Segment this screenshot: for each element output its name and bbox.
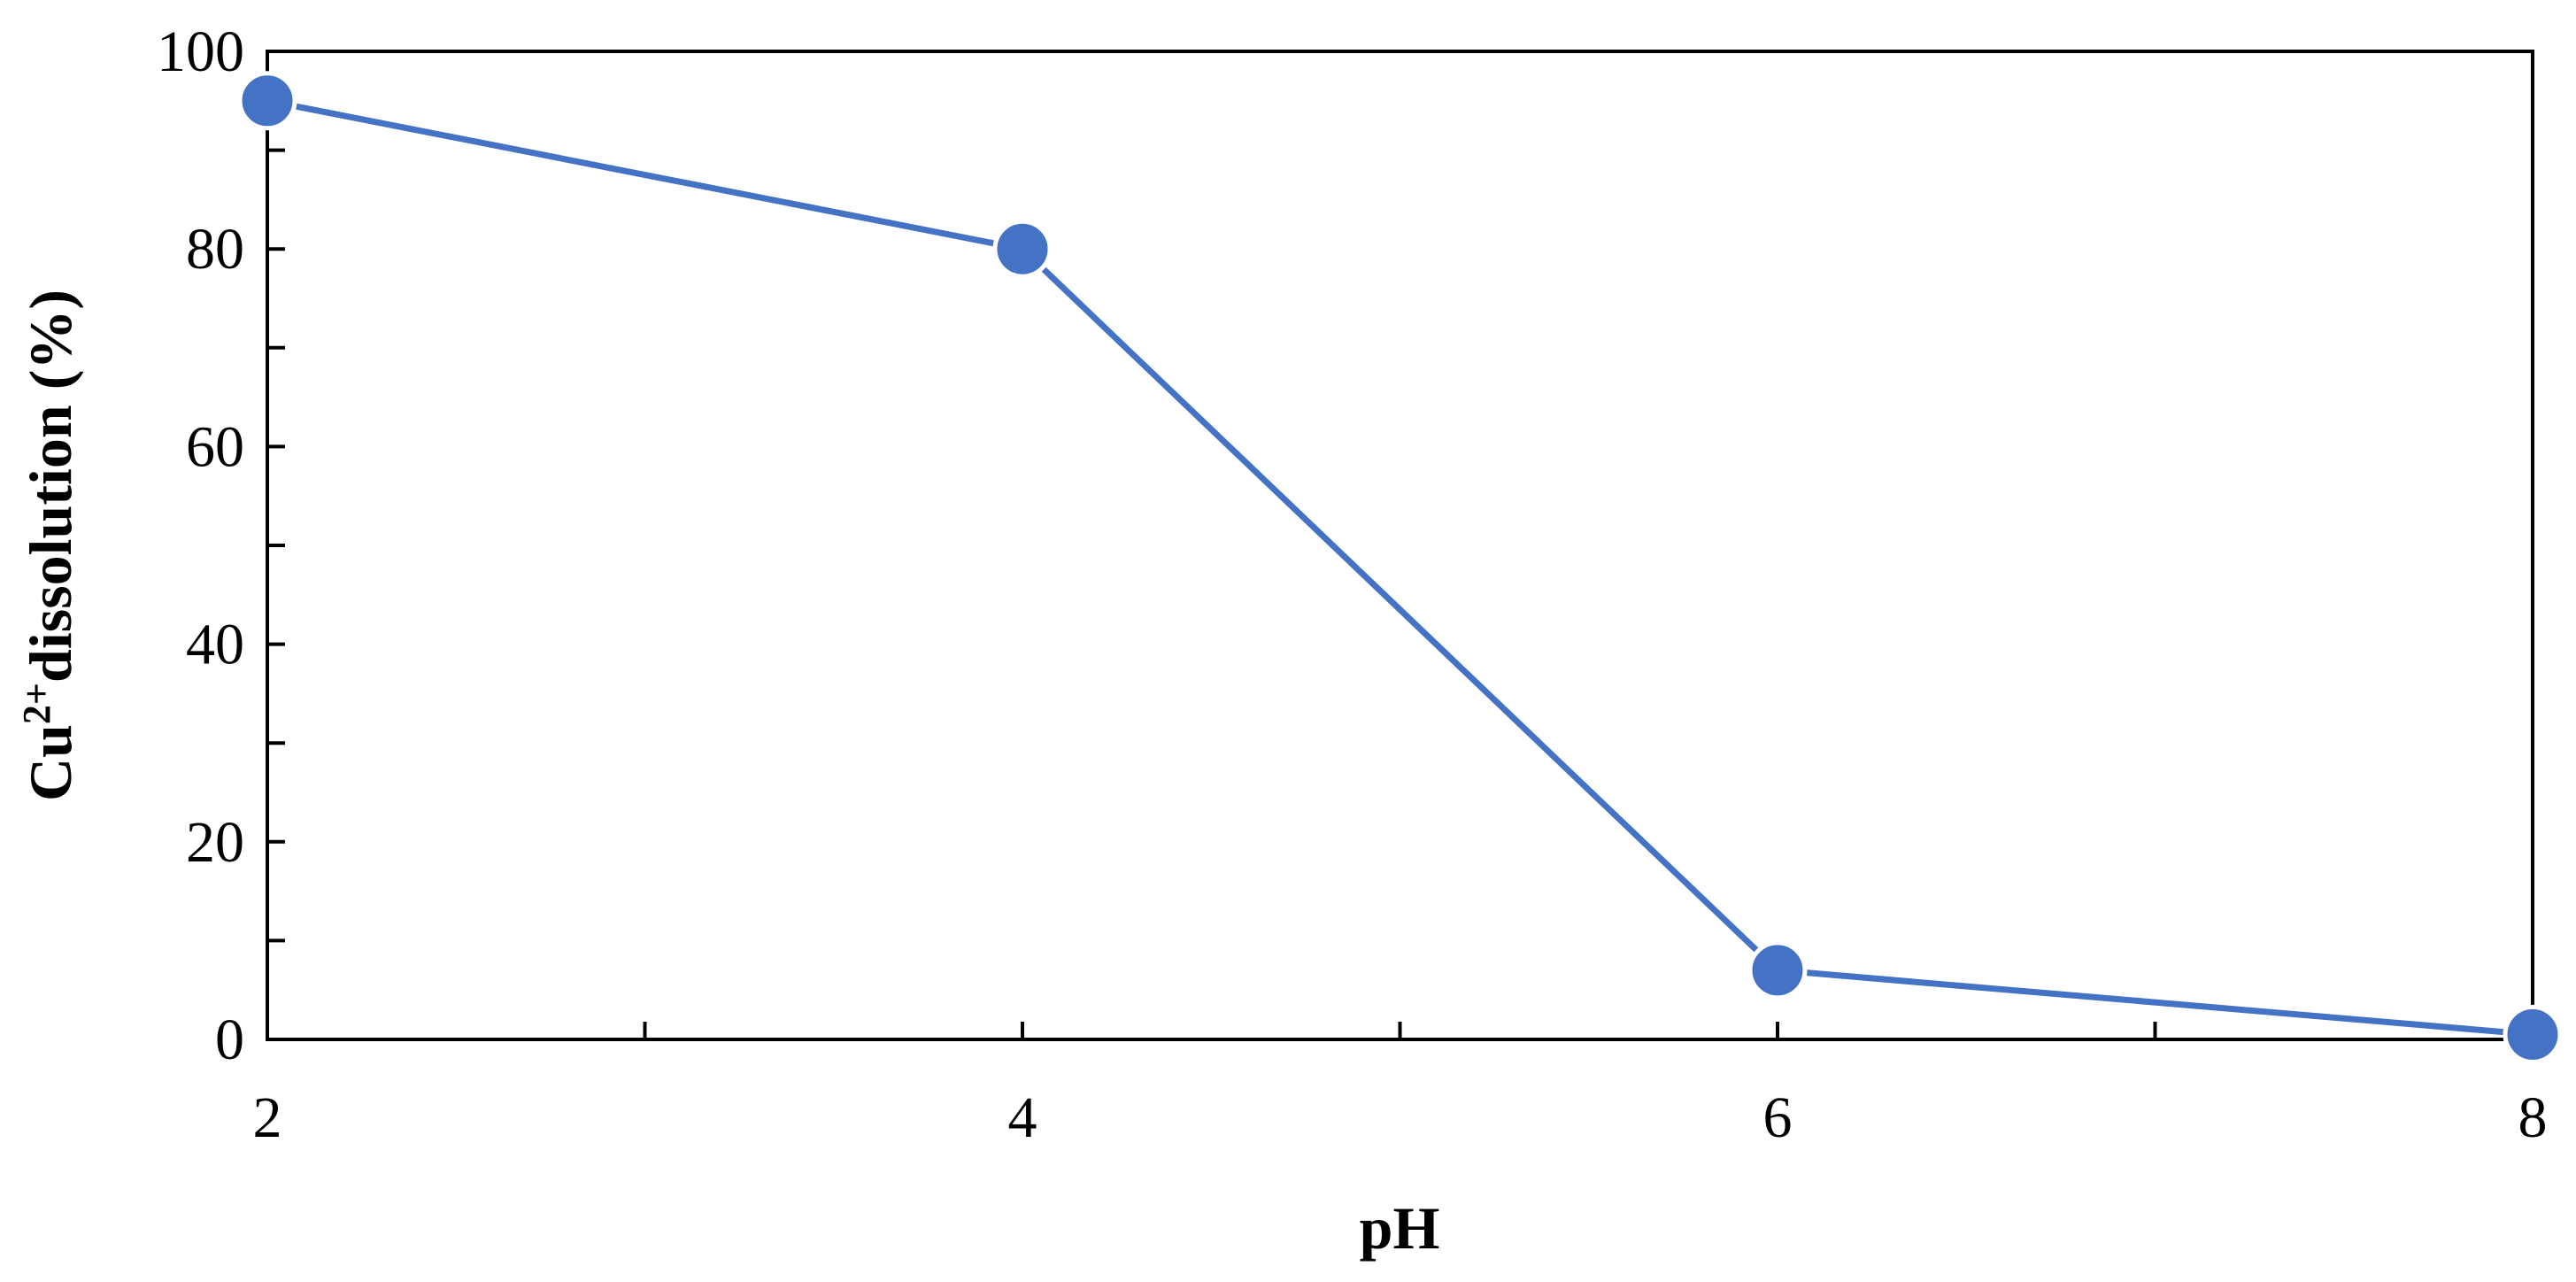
x-tick-label: 8 [2518,1085,2548,1150]
x-axis: 2 4 6 8 [253,1022,2548,1150]
x-tick-label: 2 [253,1085,282,1150]
data-point [992,219,1053,279]
y-tick-label: 20 [186,810,244,875]
data-point [237,71,297,131]
y-tick-label: 40 [186,613,244,677]
y-tick-label: 0 [215,1008,244,1072]
series-line [266,97,2534,1038]
y-axis-title-main: Cu [17,724,84,801]
x-tick-label: 6 [1763,1085,1793,1150]
x-axis-title: pH [1360,1194,1440,1262]
x-tick-label: 4 [1008,1085,1037,1150]
data-point [1747,940,1808,1000]
y-tick-label: 80 [186,217,244,282]
y-axis-title-superscript: 2+ [15,683,58,724]
y-tick-label: 60 [186,414,244,479]
data-point [2503,1004,2563,1064]
y-tick-label: 100 [157,19,244,84]
plot-area-frame [266,50,2534,1041]
y-axis-title-rest: dissolution (%) [17,290,84,683]
y-axis-title: Cu2+dissolution (%) [15,290,84,801]
y-axis: 0 20 40 60 80 100 [157,19,285,1072]
series-layer [237,71,2563,1064]
